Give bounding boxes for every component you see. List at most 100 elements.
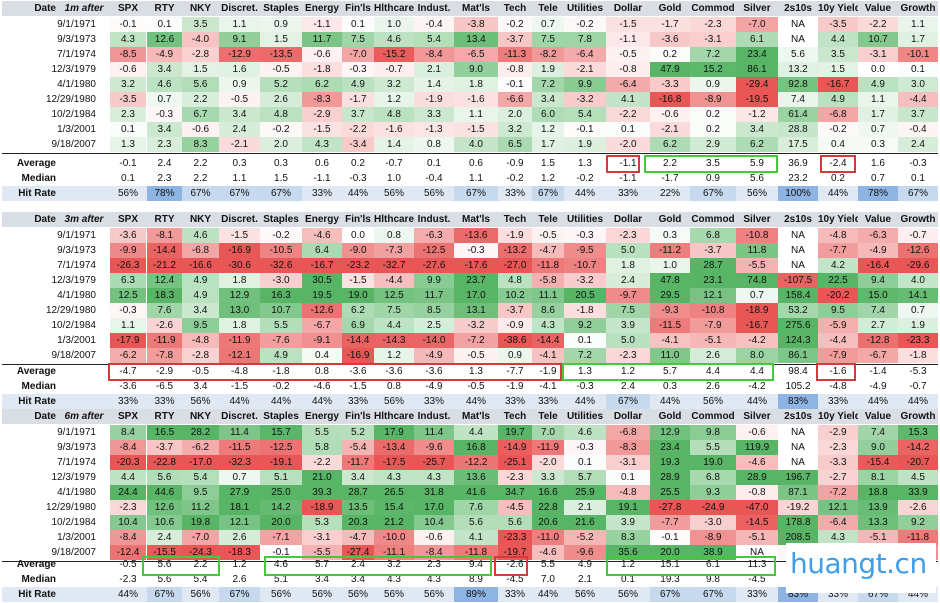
return-cell: -12.6: [898, 243, 938, 258]
return-cell: 6.2: [302, 77, 342, 92]
return-cell: -5.4: [342, 440, 374, 455]
return-cell: -0.1: [650, 530, 690, 545]
stats-cell: 56%: [383, 396, 404, 407]
return-cell: -7.0: [736, 17, 778, 32]
row-date: 7/1/1974: [57, 260, 96, 271]
stats-cell: 5.7: [315, 559, 329, 570]
return-cell: 19.7: [498, 425, 532, 440]
stats-cell: 7.0: [541, 574, 555, 585]
return-cell: -32.7: [374, 258, 414, 273]
return-cell: 8.3: [606, 530, 650, 545]
table-row: 12/3/1979 4.4 5.6 5.4 0.7 5.1 21.0 3.4 4.3 4.3 13.…: [2, 470, 938, 485]
return-cell: 12.1: [219, 515, 260, 530]
table-row: 1/3/2001 -17.9 -11.9 -4.8 -11.9 -7.6 -9.1 -14.4…: [2, 333, 938, 348]
stats-cell: 67%: [219, 186, 260, 201]
return-cell: 22.8: [532, 500, 564, 515]
return-cell: -7.2: [454, 333, 498, 348]
return-cell: 9.2: [898, 515, 938, 530]
stats-label: Average: [16, 559, 56, 570]
return-cell: -26.3: [110, 258, 146, 273]
return-cell: -11.7: [342, 455, 374, 470]
stats-cell: 1.3: [578, 158, 592, 169]
stats-cell: 11.3: [747, 559, 767, 570]
return-cell: 9.8: [690, 425, 736, 440]
return-cell: 7.8: [564, 32, 606, 47]
return-cell: 41.6: [454, 485, 498, 500]
return-cell: -6.2: [182, 440, 219, 455]
return-cell: 16.3: [260, 288, 302, 303]
return-cell: -14.3: [374, 333, 414, 348]
stats-cell: 0.2: [351, 158, 365, 169]
return-cell: 18.1: [219, 500, 260, 515]
return-cell: -10.5: [260, 243, 302, 258]
return-cell: 3.4: [736, 122, 778, 137]
return-cell: -5.1: [858, 530, 898, 545]
stats-cell: 0.9: [706, 173, 720, 184]
column-header: Value: [864, 411, 892, 422]
stats-cell: 56%: [702, 396, 723, 407]
return-cell: 1.0: [650, 258, 690, 273]
return-cell: -3.7: [498, 32, 532, 47]
return-cell: 28.8: [778, 122, 818, 137]
return-cell: 1.5: [260, 32, 302, 47]
stats-cell: 78%: [858, 186, 898, 201]
stats-label: Hit Rate: [18, 589, 56, 600]
return-cell: 6.1: [736, 32, 778, 47]
return-cell: -4.8: [606, 485, 650, 500]
return-cell: 3.4: [182, 303, 219, 318]
table-row: 12/3/1979 -0.6 3.4 1.5 1.6 -0.5 -1.8 -0.3 -0.7 2.…: [2, 62, 938, 77]
return-cell: -5.8: [532, 273, 564, 288]
row-date: 12/3/1979: [51, 472, 97, 483]
return-cell: 4.3: [110, 32, 146, 47]
return-cell: 4.8: [498, 273, 532, 288]
return-cell: -1.2: [736, 107, 778, 122]
date-column-header: Date: [34, 214, 56, 225]
stats-cell: 44%: [117, 589, 138, 600]
return-cell: 9.4: [858, 273, 898, 288]
return-cell: 14.2: [260, 500, 302, 515]
return-cell: 2.1: [564, 500, 606, 515]
return-cell: -19.1: [260, 455, 302, 470]
stats-cell: 5.6: [157, 559, 172, 570]
return-cell: -0.7: [898, 228, 938, 243]
return-cell: 2.2: [182, 92, 219, 107]
return-cell: 15.4: [374, 500, 414, 515]
return-cell: 4.3: [414, 470, 454, 485]
row-date: 10/2/1984: [51, 517, 97, 528]
return-cell: -5.1: [690, 333, 736, 348]
return-cell: 18.3: [147, 288, 182, 303]
return-cell: -14.9: [498, 440, 532, 455]
return-cell: 6.2: [736, 137, 778, 152]
column-header: Utilities: [566, 411, 604, 422]
return-cell: 17.0: [414, 500, 454, 515]
return-cell: 4.9: [342, 77, 374, 92]
stats-cell: 44%: [867, 396, 888, 407]
return-cell: 2.0: [498, 107, 532, 122]
stats-cell: 56%: [423, 188, 444, 199]
stats-cell: 5.1: [274, 574, 288, 585]
return-cell: -4.7: [532, 243, 564, 258]
stats-cell: 5.9: [750, 158, 764, 169]
stats-cell: -0.5: [191, 366, 210, 377]
return-cell: -6.4: [564, 47, 606, 62]
stats-label: Average: [16, 158, 56, 169]
return-cell: -4.6: [532, 545, 564, 560]
return-cell: -16.7: [302, 258, 342, 273]
stats-cell: -4.2: [748, 381, 766, 392]
watermark-logo: huangt.cn: [786, 543, 936, 593]
stats-cell: 44%: [229, 396, 250, 407]
return-cell: 12.1: [818, 500, 858, 515]
return-cell: -1.8: [302, 62, 342, 77]
column-header: Staples: [263, 3, 299, 14]
return-cell: -30.6: [219, 258, 260, 273]
stats-cell: 83%: [778, 394, 818, 409]
return-cell: -2.3: [690, 17, 736, 32]
return-cell: 3.7: [342, 107, 374, 122]
return-cell: 11.0: [650, 348, 690, 363]
return-cell: 26.5: [374, 485, 414, 500]
return-cell: 208.5: [778, 530, 818, 545]
stats-cell: 67%: [182, 186, 219, 201]
return-cell: -0.4: [898, 122, 938, 137]
stats-cell: 2.3: [157, 173, 172, 184]
stats-cell: 3.4: [193, 381, 208, 392]
